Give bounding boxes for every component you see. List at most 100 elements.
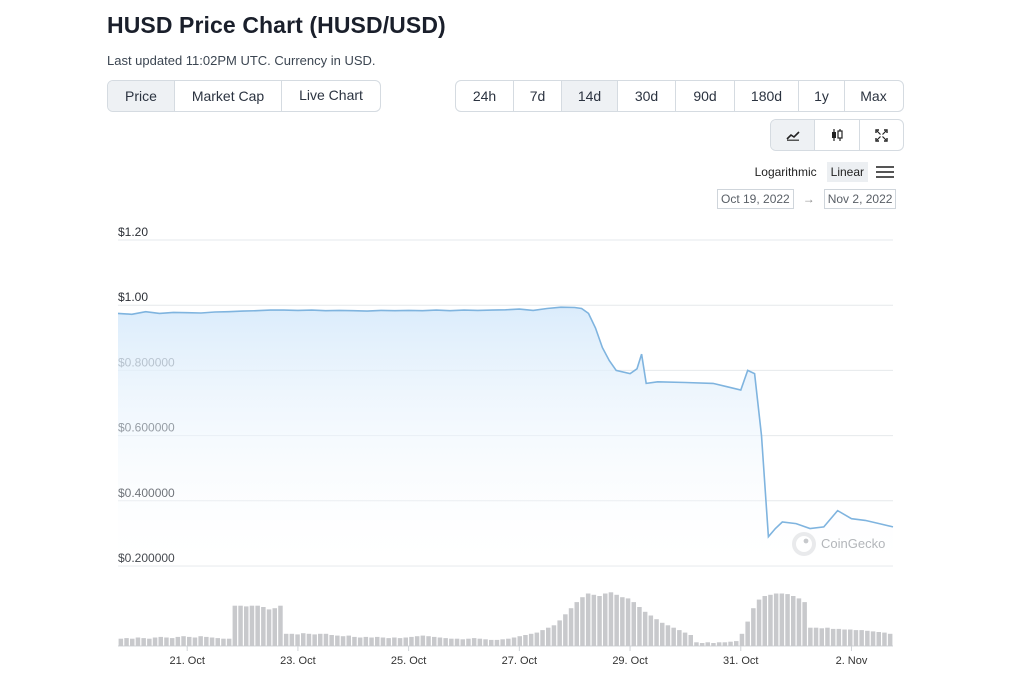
volume-bar (779, 593, 785, 646)
range-14d-button[interactable]: 14d (562, 81, 618, 111)
volume-bar (637, 607, 642, 646)
volume-bar (147, 638, 152, 646)
volume-bar (511, 637, 517, 646)
volume-bar (318, 633, 323, 646)
volume-bar (523, 635, 528, 646)
date-to-input[interactable]: Nov 2, 2022 (823, 189, 897, 209)
hamburger-menu-icon[interactable] (876, 165, 894, 179)
volume-bar (506, 638, 511, 646)
volume-bar (181, 636, 186, 646)
x-axis-labels: 21. Oct 23. Oct 25. Oct 27. Oct 29. Oct 31. O… (169, 646, 868, 667)
volume-bar (756, 599, 762, 646)
range-1y-button[interactable]: 1y (799, 81, 845, 111)
volume-bar (278, 605, 283, 646)
volume-bar (734, 641, 739, 646)
line-chart-button[interactable] (771, 120, 816, 150)
volume-bar (597, 596, 602, 646)
last-updated-text: Last updated 11:02PM UTC. Currency in US… (107, 53, 376, 68)
volume-bar (392, 637, 397, 646)
range-max-button[interactable]: Max (860, 88, 887, 104)
volume-bar (215, 638, 220, 646)
volume-bar (546, 627, 551, 646)
volume-bar (682, 632, 688, 646)
volume-bar (540, 630, 545, 646)
volume-bar (169, 638, 175, 646)
volume-bar (494, 639, 500, 646)
volume-bar (249, 605, 255, 646)
volume-bar (677, 630, 682, 646)
volume-bar (642, 611, 648, 646)
price-line[interactable] (117, 306, 894, 539)
volume-bar (825, 627, 830, 646)
volume-bar (255, 605, 260, 646)
fullscreen-icon (875, 128, 888, 142)
volume-bar (603, 593, 608, 646)
volume-bar (563, 614, 568, 646)
y-tick-label: $1.00 (118, 290, 148, 304)
range-7d-button[interactable]: 7d (514, 81, 562, 111)
price-area-fill (118, 307, 893, 566)
volume-bar (289, 633, 295, 646)
volume-bar (386, 638, 391, 646)
volume-bar (728, 641, 733, 646)
volume-bar (699, 643, 705, 647)
volume-bar (164, 637, 169, 646)
volume-bar (449, 638, 454, 646)
fullscreen-button[interactable] (860, 120, 903, 150)
tab-live-chart[interactable]: Live Chart (299, 87, 363, 103)
volume-bar (192, 637, 198, 646)
x-tick-label: 21. Oct (169, 655, 204, 667)
coingecko-watermark: CoinGecko (792, 532, 885, 556)
volume-bar (574, 602, 579, 646)
volume-bar (882, 632, 887, 646)
volume-bar (648, 615, 654, 646)
scale-toggle: Logarithmic Linear (751, 160, 894, 184)
chart-tools (770, 119, 904, 151)
volume-bar (466, 638, 471, 646)
volume-bar (808, 627, 813, 646)
volume-bar (340, 636, 346, 646)
volume-bar (887, 633, 893, 646)
volume-bar (534, 632, 540, 646)
volume-bar (403, 637, 408, 646)
volume-bar (694, 642, 699, 646)
range-180d-button[interactable]: 180d (735, 81, 799, 111)
candlestick-button[interactable] (815, 120, 860, 150)
volume-bar (705, 642, 710, 646)
volume-bar (357, 637, 363, 646)
volume-bar (620, 597, 625, 646)
volume-bar (842, 629, 847, 646)
volume-bar (437, 637, 443, 646)
volume-bar (625, 598, 631, 646)
volume-bar (175, 636, 181, 647)
volume-bar (671, 627, 676, 646)
volume-bar (654, 619, 659, 646)
volume-bar (819, 628, 824, 646)
volume-bar (853, 630, 859, 646)
volume-bar (409, 636, 414, 647)
volume-bar (830, 628, 836, 646)
volume-bar (876, 632, 881, 646)
x-tick-label: 23. Oct (280, 655, 315, 667)
volume-bar (198, 636, 203, 646)
range-24h-button[interactable]: 24h (456, 81, 514, 111)
volume-bar (397, 638, 403, 646)
volume-bar (489, 639, 494, 646)
linear-button[interactable]: Linear (826, 162, 868, 182)
volume-bar (848, 629, 853, 646)
range-30d-button[interactable]: 30d (618, 81, 676, 111)
volume-bar (375, 636, 380, 647)
volume-bar (295, 634, 300, 646)
volume-bar (335, 635, 340, 646)
range-90d-button[interactable]: 90d (676, 81, 735, 111)
volume-bar (363, 636, 369, 647)
logarithmic-button[interactable]: Logarithmic (754, 165, 817, 179)
tab-price[interactable]: Price (108, 81, 175, 111)
volume-bar (130, 638, 135, 646)
tab-market-cap[interactable]: Market Cap (175, 81, 282, 111)
volume-bar (870, 631, 876, 646)
volume-bar (306, 633, 312, 646)
date-from-input[interactable]: Oct 19, 2022 (717, 189, 794, 209)
y-tick-label: $1.20 (118, 225, 148, 239)
volume-bar (244, 606, 249, 646)
